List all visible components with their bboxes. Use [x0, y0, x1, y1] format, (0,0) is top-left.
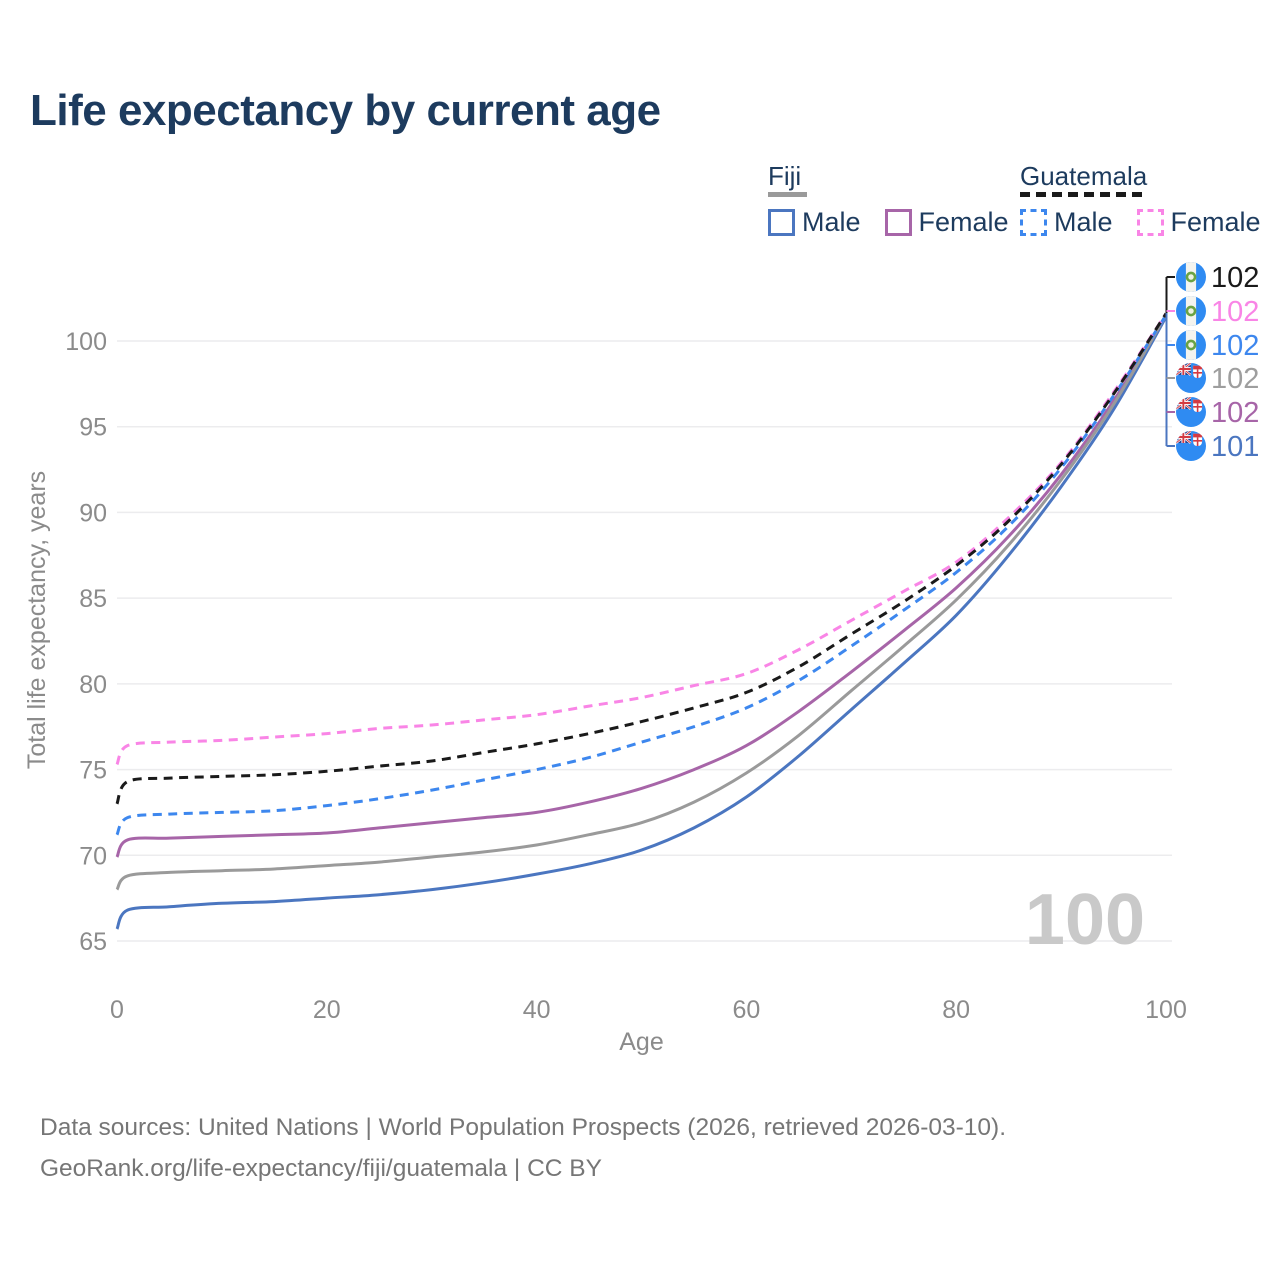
fiji-series-underline [768, 192, 807, 197]
end-value-label-fiji-female: 102 [1211, 397, 1259, 429]
guatemala-flag-icon [1176, 330, 1206, 360]
age-counter-watermark: 100 [1025, 880, 1145, 960]
x-axis-title: Age [619, 1028, 663, 1056]
guatemala-female-label: Female [1170, 206, 1261, 237]
y-tick-label: 75 [79, 757, 107, 785]
legend-items-fiji: Male Female [768, 207, 1009, 238]
legend-header-guatemala: Guatemala [1020, 161, 1148, 191]
x-tick-label: 0 [110, 996, 124, 1024]
guatemala-male-label: Male [1054, 206, 1113, 237]
chart-footer: Data sources: United Nations | World Pop… [40, 1107, 1006, 1189]
y-tick-label: 80 [79, 671, 107, 699]
legend-group-guatemala: Guatemala Male Female [1020, 162, 1261, 238]
y-tick-label: 100 [65, 328, 107, 356]
end-value-label-fiji-both: 102 [1211, 363, 1259, 395]
series-line-guatemala-female [115, 312, 1168, 766]
y-tick-label: 70 [79, 842, 107, 870]
end-value-label-fiji-male: 101 [1211, 431, 1259, 463]
y-tick-label: 85 [79, 585, 107, 613]
series-line-guatemala-male [115, 314, 1168, 836]
x-tick-label: 20 [313, 996, 341, 1024]
legend-items-guatemala: Male Female [1020, 207, 1261, 238]
x-tick-label: 100 [1145, 996, 1187, 1024]
page-title: Life expectancy by current age [30, 86, 661, 135]
guatemala-series-underline [1020, 192, 1144, 197]
guatemala-flag-icon [1176, 296, 1206, 326]
guatemala-female-swatch-icon [1136, 208, 1164, 236]
y-tick-label: 65 [79, 928, 107, 956]
series-line-guatemala-both [115, 312, 1168, 805]
fiji-flag-icon [1176, 363, 1206, 393]
x-tick-label: 80 [942, 996, 970, 1024]
data-sources-line: Data sources: United Nations | World Pop… [40, 1114, 1007, 1141]
series-line-fiji-male [115, 316, 1168, 930]
fiji-female-swatch-icon [884, 208, 912, 236]
end-value-label-guatemala-both: 102 [1211, 262, 1259, 294]
y-axis-title: Total life expectancy, years [23, 471, 51, 769]
legend-toggle-guatemala-female[interactable]: Female [1136, 206, 1261, 238]
attribution-line: GeoRank.org/life-expectancy/fiji/guatema… [40, 1155, 602, 1182]
fiji-male-label: Male [802, 206, 861, 237]
guatemala-male-swatch-icon [1020, 208, 1047, 236]
end-value-label-guatemala-male: 102 [1211, 330, 1259, 362]
fiji-flag-icon [1176, 431, 1206, 461]
series-line-fiji-both [115, 314, 1168, 891]
legend-toggle-fiji-female[interactable]: Female [884, 206, 1009, 238]
end-value-label-guatemala-female: 102 [1211, 296, 1259, 328]
y-tick-label: 90 [79, 499, 107, 527]
legend-header-fiji: Fiji [768, 161, 802, 191]
series-line-fiji-female [115, 314, 1168, 858]
x-tick-label: 40 [523, 996, 551, 1024]
fiji-flag-icon [1176, 397, 1206, 427]
fiji-male-swatch-icon [768, 208, 795, 236]
y-tick-label: 95 [79, 414, 107, 442]
guatemala-flag-icon [1176, 262, 1206, 292]
fiji-female-label: Female [918, 206, 1009, 237]
x-tick-label: 60 [732, 996, 760, 1024]
legend-group-fiji: Fiji Male Female [768, 162, 1009, 238]
legend-toggle-guatemala-male[interactable]: Male [1020, 207, 1113, 238]
legend-toggle-fiji-male[interactable]: Male [768, 207, 861, 238]
